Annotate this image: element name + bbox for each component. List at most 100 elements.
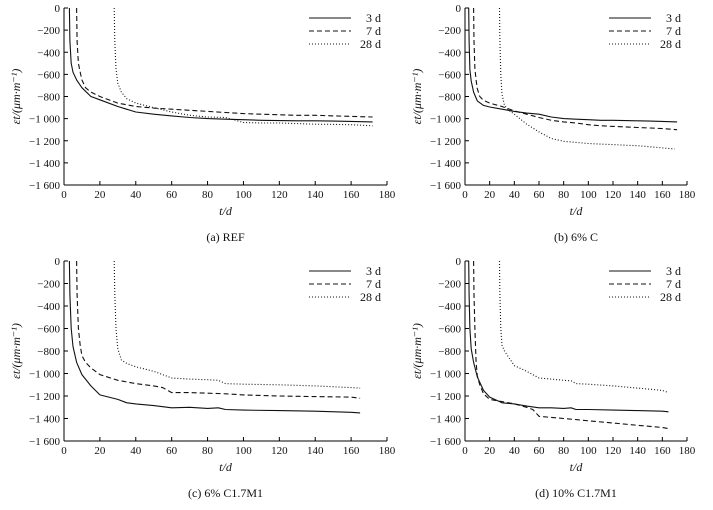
x-tick-label: 160	[343, 445, 360, 457]
x-tick-label: 140	[307, 445, 324, 457]
x-tick-label: 120	[271, 189, 288, 201]
y-axis-label: εt/(μm·m⁻¹)	[9, 323, 23, 379]
x-axis-label: t/d	[219, 460, 233, 474]
x-tick-label: 60	[166, 189, 178, 201]
y-tick-label: −800	[37, 92, 60, 104]
series-line-28d	[498, 7, 675, 150]
legend-label: 7 d	[666, 277, 681, 291]
panel-caption: (a) REF	[206, 230, 245, 244]
x-tick-label: 80	[558, 189, 570, 201]
x-tick-label: 120	[605, 189, 622, 201]
y-tick-label: 0	[55, 256, 61, 268]
y-tick-label: 0	[456, 256, 462, 268]
legend-label: 28 d	[660, 37, 681, 51]
y-axis-label: εt/(μm·m⁻¹)	[410, 69, 424, 125]
x-tick-label: 40	[130, 189, 142, 201]
x-tick-label: 120	[605, 445, 622, 457]
x-tick-label: 100	[235, 189, 252, 201]
legend-label: 7 d	[666, 24, 681, 38]
y-tick-label: −1 000	[29, 369, 60, 381]
y-tick-label: −600	[37, 69, 60, 81]
x-tick-label: 60	[166, 445, 178, 457]
x-tick-label: 20	[484, 189, 496, 201]
x-tick-label: 60	[534, 189, 546, 201]
x-tick-label: 120	[271, 445, 288, 457]
series-line-3d	[468, 260, 669, 413]
x-tick-label: 80	[202, 189, 214, 201]
y-tick-label: −600	[438, 324, 461, 336]
y-tick-label: 0	[55, 3, 61, 15]
y-tick-label: −1 000	[430, 114, 461, 126]
panel-caption: (d) 10% C1.7M1	[535, 486, 617, 500]
legend-label: 28 d	[360, 290, 381, 304]
legend-label: 3 d	[666, 11, 681, 25]
x-tick-label: 60	[534, 445, 546, 457]
legend-label: 3 d	[666, 264, 681, 278]
x-axis-label: t/d	[219, 204, 233, 218]
series-line-7d	[473, 260, 669, 430]
x-tick-label: 0	[61, 445, 67, 457]
y-tick-label: 0	[456, 3, 462, 15]
x-tick-label: 80	[558, 445, 570, 457]
y-tick-label: −200	[37, 25, 60, 37]
y-tick-label: −400	[438, 301, 461, 313]
series-line-3d	[68, 7, 373, 123]
series-line-3d	[68, 260, 361, 414]
x-tick-label: 140	[307, 189, 324, 201]
panel-caption: (b) 6% C	[554, 230, 598, 244]
y-tick-label: −1 000	[430, 369, 461, 381]
legend-label: 28 d	[660, 290, 681, 304]
series-line-7d	[473, 7, 678, 131]
legend-label: 28 d	[360, 37, 381, 51]
series-line-7d	[76, 7, 373, 118]
x-tick-label: 160	[654, 189, 671, 201]
x-tick-label: 180	[379, 445, 396, 457]
y-tick-label: −1 400	[29, 158, 60, 170]
y-tick-label: −1 400	[430, 158, 461, 170]
x-tick-label: 20	[484, 445, 496, 457]
series-line-28d	[113, 260, 361, 389]
x-tick-label: 100	[235, 445, 252, 457]
x-tick-label: 180	[679, 445, 696, 457]
x-tick-label: 40	[509, 445, 521, 457]
y-tick-label: −1 200	[29, 391, 60, 403]
series-line-3d	[468, 7, 678, 123]
x-tick-label: 160	[343, 189, 360, 201]
x-tick-label: 180	[379, 189, 396, 201]
y-axis-label: εt/(μm·m⁻¹)	[9, 69, 23, 125]
y-tick-label: −1 600	[29, 436, 60, 448]
y-tick-label: −800	[438, 346, 461, 358]
y-tick-label: −600	[37, 324, 60, 336]
y-tick-label: −1 600	[430, 180, 461, 192]
panel-d: 0 −200 −400 −600 −800 −1 000 −1 200 −1 400 −1 60…	[410, 256, 696, 500]
x-axis-label: t/d	[570, 460, 584, 474]
x-tick-label: 20	[94, 445, 106, 457]
x-tick-label: 100	[580, 445, 597, 457]
x-tick-label: 40	[130, 445, 142, 457]
series-line-28d	[113, 7, 373, 127]
panel-a: 0 −200 −400 −600 −800 −1 000 −1 200 −1 400 −1 60…	[9, 3, 396, 244]
x-tick-label: 140	[629, 445, 646, 457]
y-tick-label: −1 400	[29, 414, 60, 426]
series-line-7d	[76, 260, 361, 399]
panel-c: 0 −200 −400 −600 −800 −1 000 −1 200 −1 400 −1 60…	[9, 256, 396, 500]
x-tick-label: 100	[580, 189, 597, 201]
y-tick-label: −400	[438, 47, 461, 59]
x-tick-label: 40	[509, 189, 521, 201]
y-tick-label: −1 400	[430, 414, 461, 426]
series-line-28d	[498, 260, 669, 394]
y-tick-label: −200	[438, 279, 461, 291]
x-tick-label: 20	[94, 189, 106, 201]
y-tick-label: −200	[37, 279, 60, 291]
y-axis-label: εt/(μm·m⁻¹)	[410, 323, 424, 379]
x-tick-label: 0	[462, 445, 468, 457]
x-tick-label: 80	[202, 445, 214, 457]
y-tick-label: −400	[37, 47, 60, 59]
legend-label: 7 d	[366, 24, 381, 38]
x-tick-label: 180	[679, 189, 696, 201]
y-tick-label: −800	[37, 346, 60, 358]
y-tick-label: −1 200	[430, 136, 461, 148]
y-tick-label: −1 600	[430, 436, 461, 448]
y-tick-label: −1 600	[29, 180, 60, 192]
